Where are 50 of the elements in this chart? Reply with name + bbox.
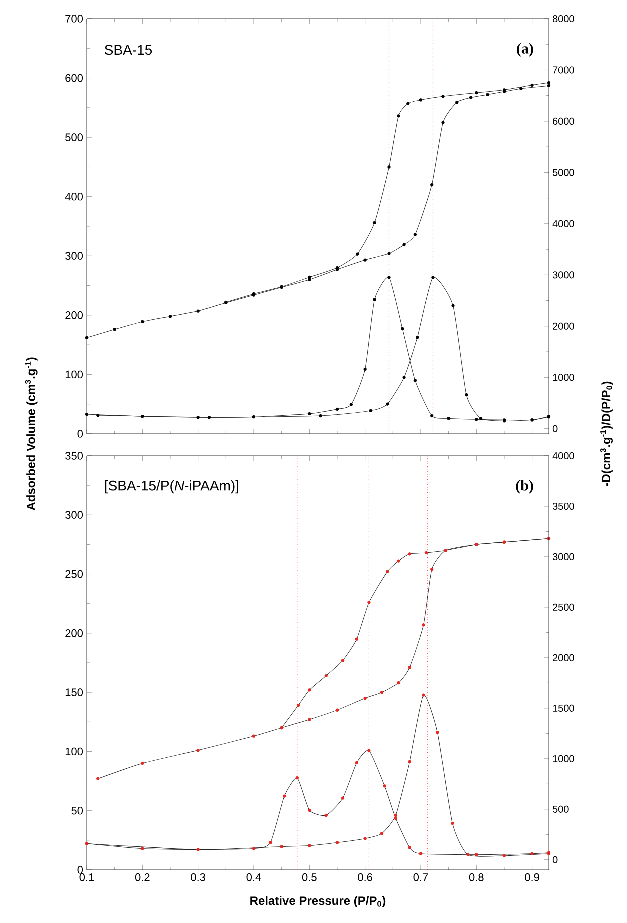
y2-tick-label: 0 — [552, 856, 558, 864]
y2-tick-label: 5000 — [552, 169, 574, 176]
y2-tick-label: 2000 — [553, 654, 574, 662]
x-tick-label: 0.8 — [469, 874, 484, 882]
y-tick-label: 400 — [65, 192, 84, 201]
y2-tick-label: 1000 — [553, 374, 574, 382]
y-tick-label: 300 — [66, 511, 84, 520]
y2-tick-label: 7000 — [553, 66, 574, 74]
x-tick-label: 0.1 — [80, 874, 94, 882]
y2-tick-label: 1500 — [553, 704, 574, 712]
y2-tick-label: 4000 — [552, 452, 574, 460]
y-tick-label: 100 — [66, 748, 84, 756]
y-tick-label: 350 — [66, 452, 84, 460]
y-tick-label: 250 — [66, 570, 84, 578]
y-tick-label: 50 — [72, 806, 84, 815]
y2-tick-label: 500 — [552, 806, 569, 813]
x-tick-label: 0.4 — [246, 874, 262, 882]
x-tick-label: 0.9 — [525, 874, 540, 882]
annotation: (a) — [517, 43, 534, 57]
y2-tick-label: 0 — [552, 425, 558, 432]
x-tick-label: 0.7 — [414, 874, 428, 882]
y2-tick-label: 3000 — [552, 272, 574, 279]
y2-tick-label: 8000 — [552, 15, 574, 23]
y2-tick-label: 3000 — [552, 553, 574, 561]
y-tick-label: 100 — [66, 370, 84, 379]
annotation: [SBA-15/P(N-iPAAm)] — [105, 480, 238, 494]
y2-tick-label: 2000 — [553, 322, 574, 330]
x-axis-title: Relative Pressure (P/P$_{0}$) — [250, 896, 386, 908]
y-tick-label: 200 — [66, 630, 84, 638]
y-tick-label: 700 — [66, 15, 84, 23]
y-tick-label: 150 — [66, 688, 84, 696]
x-tick-label: 0.6 — [358, 874, 372, 882]
x-tick-label: 0.3 — [191, 874, 206, 882]
y-tick-label: 500 — [66, 134, 84, 142]
y-tick-label: 0 — [78, 430, 84, 438]
y-tick-label: 600 — [66, 74, 84, 82]
annotation: SBA-15 — [105, 45, 152, 56]
x-tick-label: 0.5 — [302, 874, 317, 882]
y-tick-label: 300 — [66, 252, 84, 260]
y2-tick-label: 3500 — [552, 502, 574, 510]
annotation: (b) — [516, 480, 534, 494]
y-tick-label: 0 — [78, 866, 84, 874]
y-tick-label: 200 — [66, 312, 84, 320]
y-axis-title: Adsorbed Volume (cm$^{3}$.g$^{-1}$) — [25, 358, 38, 511]
x-tick-label: 0.2 — [135, 874, 150, 882]
y2-axis-title: -D(cm$^{3}$.g$^{-1}$)/D(P/P$_{0}$) — [600, 382, 613, 486]
y2-tick-label: 6000 — [553, 118, 574, 125]
y2-tick-label: 1000 — [553, 755, 574, 762]
y2-tick-label: 2500 — [553, 604, 574, 611]
y2-tick-label: 4000 — [552, 220, 574, 228]
